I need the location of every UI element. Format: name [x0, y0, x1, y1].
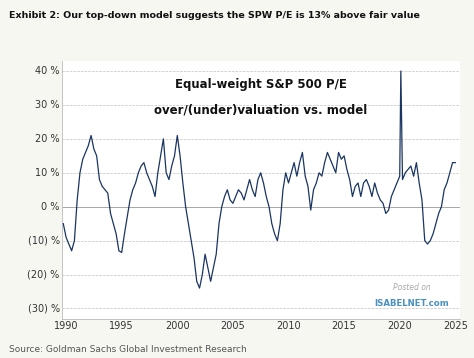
- Text: (20) %: (20) %: [27, 270, 60, 280]
- Text: 40 %: 40 %: [35, 66, 60, 76]
- Text: Equal-weight S&P 500 P/E: Equal-weight S&P 500 P/E: [175, 78, 346, 91]
- Text: 30 %: 30 %: [35, 100, 60, 110]
- Text: ISABELNET.com: ISABELNET.com: [374, 299, 449, 308]
- Text: Posted on: Posted on: [393, 283, 431, 292]
- Text: (10) %: (10) %: [27, 236, 60, 246]
- Text: 20 %: 20 %: [35, 134, 60, 144]
- Text: 0 %: 0 %: [41, 202, 60, 212]
- Text: 10 %: 10 %: [35, 168, 60, 178]
- Text: Source: Goldman Sachs Global Investment Research: Source: Goldman Sachs Global Investment …: [9, 345, 247, 354]
- Text: (30) %: (30) %: [27, 304, 60, 314]
- Text: over/(under)valuation vs. model: over/(under)valuation vs. model: [154, 103, 367, 116]
- Text: Exhibit 2: Our top-down model suggests the SPW P/E is 13% above fair value: Exhibit 2: Our top-down model suggests t…: [9, 11, 420, 20]
